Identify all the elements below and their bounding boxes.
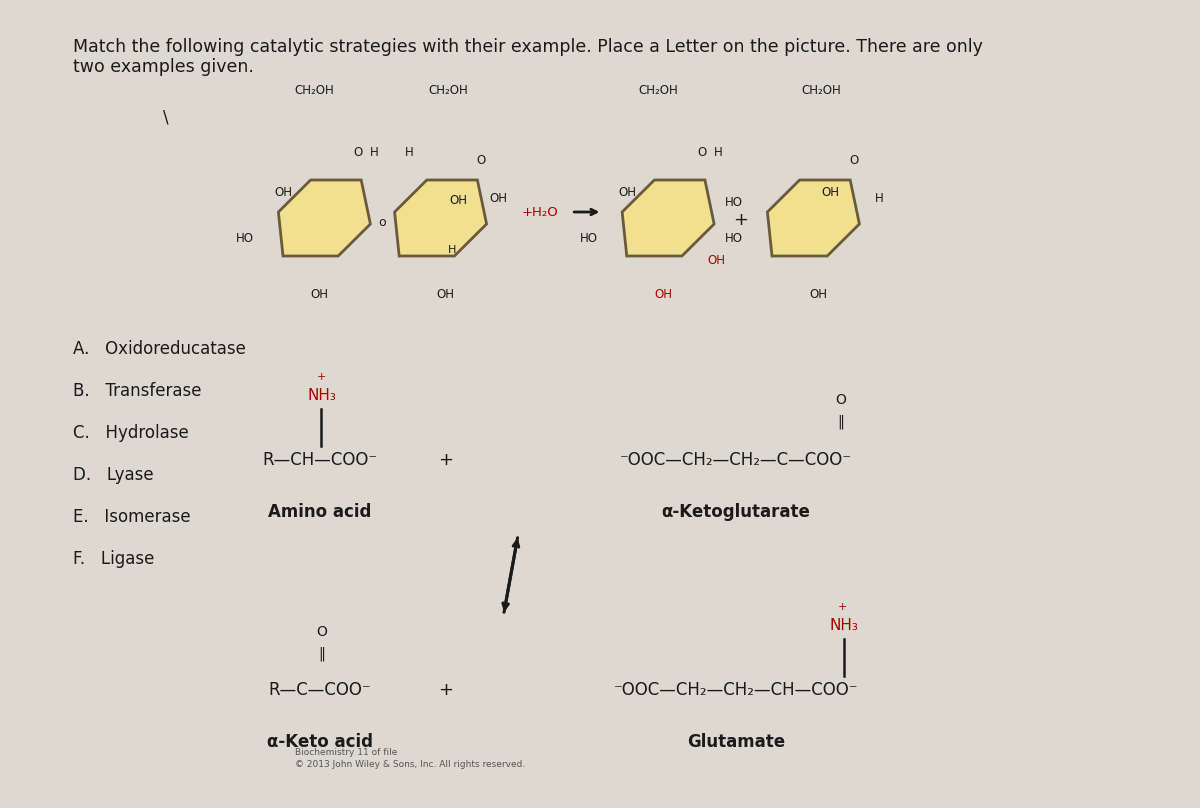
Text: D.   Lyase: D. Lyase <box>73 466 154 484</box>
Text: O: O <box>697 145 707 158</box>
Text: CH₂OH: CH₂OH <box>802 83 841 96</box>
Text: OH: OH <box>618 186 636 199</box>
Text: ‖: ‖ <box>838 415 844 429</box>
Text: H: H <box>406 145 414 158</box>
Polygon shape <box>768 180 859 256</box>
Text: OH: OH <box>708 254 726 267</box>
Text: +: + <box>438 451 452 469</box>
Text: B.   Transferase: B. Transferase <box>73 382 202 400</box>
Text: F.   Ligase: F. Ligase <box>73 550 154 568</box>
Text: OH: OH <box>311 288 329 301</box>
Text: Glutamate: Glutamate <box>686 733 785 751</box>
Text: H: H <box>371 145 379 158</box>
Text: HO: HO <box>236 232 254 245</box>
Text: Amino acid: Amino acid <box>268 503 371 521</box>
Text: Match the following catalytic strategies with their example. Place a Letter on t: Match the following catalytic strategies… <box>73 38 983 56</box>
Text: α-Ketoglutarate: α-Ketoglutarate <box>661 503 810 521</box>
Text: O: O <box>316 625 326 639</box>
Text: R—C—COO⁻: R—C—COO⁻ <box>269 681 371 699</box>
Text: Biochemistry 11 of file: Biochemistry 11 of file <box>295 748 397 757</box>
Polygon shape <box>395 180 486 256</box>
Text: +: + <box>838 602 847 612</box>
Text: H: H <box>448 245 456 255</box>
Text: o: o <box>379 216 386 229</box>
Text: H: H <box>714 145 722 158</box>
Text: OH: OH <box>449 193 467 207</box>
Text: +H₂O: +H₂O <box>522 205 559 218</box>
Text: OH: OH <box>490 191 508 204</box>
Text: ⁻OOC—CH₂—CH₂—C—COO⁻: ⁻OOC—CH₂—CH₂—C—COO⁻ <box>620 451 852 469</box>
Text: O: O <box>354 145 362 158</box>
Text: α-Keto acid: α-Keto acid <box>266 733 372 751</box>
Text: O: O <box>850 154 859 166</box>
Text: OH: OH <box>822 186 840 199</box>
Text: NH₃: NH₃ <box>307 388 336 402</box>
Text: NH₃: NH₃ <box>830 617 859 633</box>
Text: O: O <box>476 154 486 166</box>
Text: H: H <box>875 191 883 204</box>
Text: E.   Isomerase: E. Isomerase <box>73 508 191 526</box>
Text: © 2013 John Wiley & Sons, Inc. All rights reserved.: © 2013 John Wiley & Sons, Inc. All right… <box>295 760 526 769</box>
Text: R—CH—COO⁻: R—CH—COO⁻ <box>262 451 377 469</box>
Text: \: \ <box>163 109 168 127</box>
Text: C.   Hydrolase: C. Hydrolase <box>73 424 188 442</box>
Text: OH: OH <box>654 288 672 301</box>
Text: +: + <box>317 372 326 382</box>
Text: HO: HO <box>725 196 743 208</box>
Text: ⁻OOC—CH₂—CH₂—CH—COO⁻: ⁻OOC—CH₂—CH₂—CH—COO⁻ <box>613 681 858 699</box>
Polygon shape <box>622 180 714 256</box>
Text: ‖: ‖ <box>318 646 325 661</box>
Text: CH₂OH: CH₂OH <box>428 83 468 96</box>
Text: O: O <box>835 393 846 407</box>
Text: +: + <box>733 211 749 229</box>
Text: OH: OH <box>809 288 827 301</box>
Text: OH: OH <box>275 186 293 199</box>
Polygon shape <box>278 180 371 256</box>
Text: CH₂OH: CH₂OH <box>638 83 678 96</box>
Text: OH: OH <box>437 288 455 301</box>
Text: two examples given.: two examples given. <box>73 58 253 76</box>
Text: +: + <box>438 681 452 699</box>
Text: A.   Oxidoreducatase: A. Oxidoreducatase <box>73 340 246 358</box>
Text: HO: HO <box>580 232 598 245</box>
Text: CH₂OH: CH₂OH <box>295 83 335 96</box>
Text: HO: HO <box>725 232 743 245</box>
